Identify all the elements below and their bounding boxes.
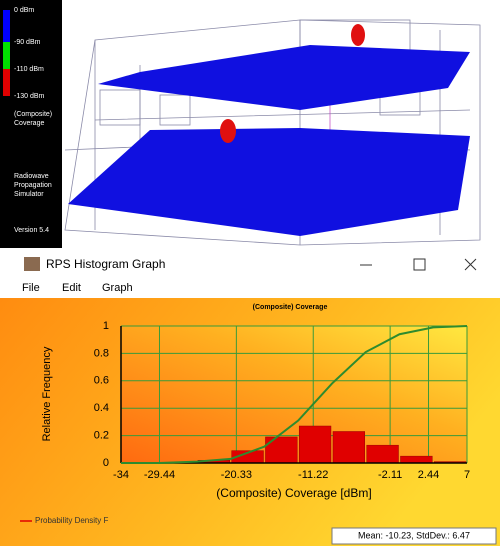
transmitter [220, 119, 236, 143]
window-title: RPS Histogram Graph [46, 257, 165, 271]
scale-label: 0 dBm [14, 6, 62, 15]
y-axis-title: Relative Frequency [41, 346, 53, 441]
legend-label: Probability Density F [35, 516, 108, 525]
x-tick-label: 2.44 [418, 469, 439, 481]
x-tick-label: -29.44 [144, 469, 175, 481]
stats: Mean: -10.23, StdDev.: 6.47 [358, 530, 470, 540]
y-tick-label: 0.6 [94, 375, 109, 387]
scale-label: -130 dBm [14, 92, 62, 101]
menu-item[interactable]: File [22, 282, 40, 294]
legend-panel: 0 dBm -90 dBm -110 dBm -130 dBm (Composite) … [0, 0, 62, 248]
y-tick-label: 1 [103, 320, 109, 332]
product: Radiowave Propagation Simulator [14, 172, 62, 199]
y-tick-label: 0.2 [94, 430, 109, 442]
version: Version 5.4 [14, 226, 62, 235]
x-tick-label: -34 [113, 469, 129, 481]
scale-label: -90 dBm [14, 38, 62, 47]
bar [299, 426, 331, 463]
menu-item[interactable]: Graph [102, 282, 133, 294]
menu-item[interactable]: Edit [62, 282, 81, 294]
bar [400, 456, 432, 463]
bar [367, 445, 399, 463]
x-axis-title: (Composite) Coverage [dBm] [216, 486, 371, 500]
window-icon [24, 257, 40, 271]
y-tick-label: 0.8 [94, 347, 109, 359]
page: RPS Histogram Graph (Composite) Coverage… [0, 0, 500, 546]
caption: (Composite) Coverage [14, 110, 62, 128]
x-tick-label: -11.22 [298, 469, 328, 481]
x-tick-label: -2.11 [378, 469, 402, 481]
x-tick-label: 7 [464, 469, 470, 481]
y-tick-label: 0.4 [94, 402, 109, 414]
scale-swatch [3, 10, 10, 42]
x-tick-label: -20.33 [221, 469, 252, 481]
transmitter [351, 24, 365, 46]
y-tick-label: 0 [103, 457, 109, 469]
screen: RPS Histogram Graph (Composite) Coverage… [0, 0, 500, 546]
bar [333, 431, 365, 463]
chart-title: (Composite) Coverage [253, 304, 328, 311]
scale-swatch [3, 42, 10, 69]
scale-swatch [3, 69, 10, 96]
scale-label: -110 dBm [14, 65, 62, 74]
